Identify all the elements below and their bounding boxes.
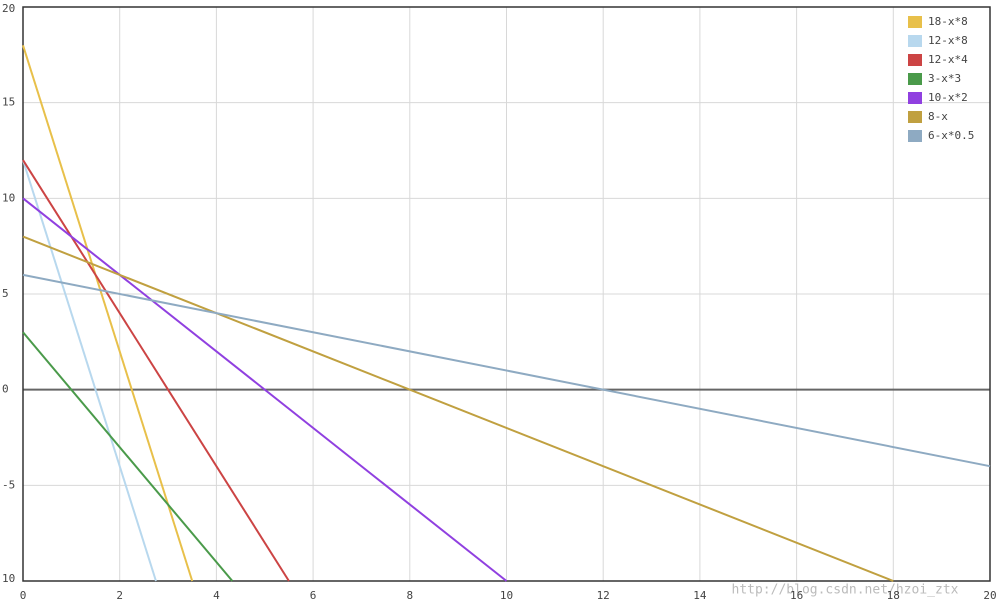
legend-swatch: [908, 111, 922, 123]
legend-swatch: [908, 92, 922, 104]
series-line: [22, 331, 234, 582]
y-tick-label: -5: [2, 478, 15, 491]
x-tick-label: 6: [310, 589, 317, 602]
legend-label: 10-x*2: [928, 91, 968, 104]
legend-label: 3-x*3: [928, 72, 961, 85]
x-tick-label: 14: [693, 589, 707, 602]
x-tick-label: 20: [983, 589, 996, 602]
series-line: [22, 273, 991, 468]
legend-label: 12-x*8: [928, 34, 968, 47]
y-tick-label: 5: [2, 287, 9, 300]
x-tick-label: 4: [213, 589, 220, 602]
watermark: http://blog.csdn.net/hzoi_ztx: [732, 583, 959, 598]
x-tick-label: 16: [790, 589, 803, 602]
legend-label: 18-x*8: [928, 15, 968, 28]
x-tick-label: 10: [500, 589, 513, 602]
y-tick-label: 10: [2, 572, 15, 585]
y-tick-label: 15: [2, 96, 15, 109]
series-line: [22, 44, 194, 582]
x-tick-label: 8: [406, 589, 413, 602]
legend-label: 6-x*0.5: [928, 129, 974, 142]
series-line: [22, 235, 894, 582]
legend-label: 8-x: [928, 110, 948, 123]
y-tick-label: 10: [2, 191, 15, 204]
legend-swatch: [908, 35, 922, 47]
series-line: [22, 159, 290, 582]
x-tick-label: 0: [20, 589, 27, 602]
y-tick-label: 0: [2, 383, 9, 396]
series-line: [22, 197, 508, 582]
series-line: [22, 159, 157, 582]
x-tick-label: 12: [597, 589, 610, 602]
legend-swatch: [908, 54, 922, 66]
legend-swatch: [908, 16, 922, 28]
x-tick-label: 18: [887, 589, 900, 602]
legend-label: 12-x*4: [928, 53, 968, 66]
x-tick-label: 2: [116, 589, 123, 602]
legend-swatch: [908, 73, 922, 85]
legend-swatch: [908, 130, 922, 142]
y-tick-label: 20: [2, 2, 15, 15]
